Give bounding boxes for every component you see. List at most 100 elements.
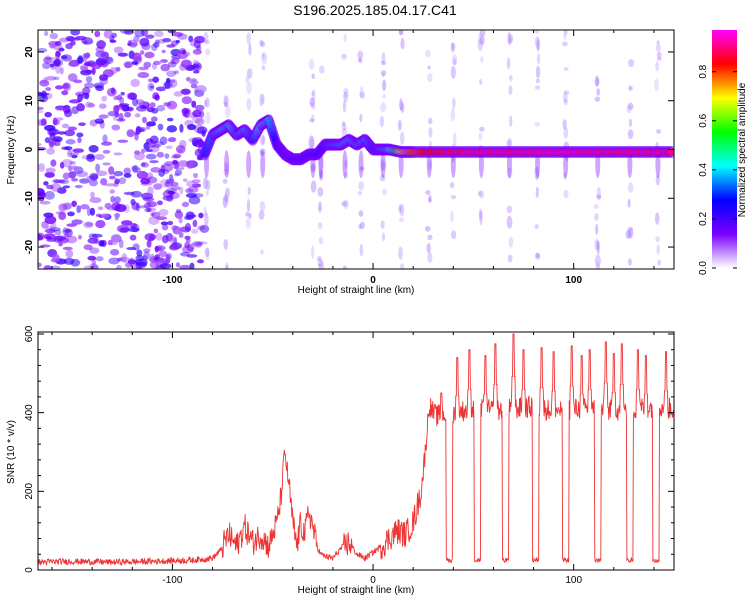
noise-blob — [192, 70, 200, 74]
streak-core — [260, 150, 266, 179]
noise-blob — [149, 135, 159, 144]
noise-blob — [168, 136, 177, 143]
streak-mark — [261, 93, 265, 105]
noise-blob — [95, 170, 108, 177]
noise-blob — [63, 229, 72, 233]
streak-mark — [259, 201, 266, 212]
noise-blob — [146, 121, 156, 127]
noise-blob — [88, 145, 99, 153]
noise-blob — [71, 165, 79, 171]
noise-blob — [145, 200, 152, 205]
streak-mark — [479, 126, 485, 132]
streak-mark — [343, 88, 349, 95]
noise-blob — [80, 66, 89, 71]
noise-blob — [124, 30, 134, 35]
noise-blob — [146, 172, 154, 180]
noise-blob — [109, 39, 117, 44]
noise-blob — [147, 144, 160, 153]
noise-blob — [49, 63, 55, 68]
streak-mark — [308, 58, 315, 71]
noise-blob — [67, 165, 73, 172]
noise-blob — [145, 34, 155, 39]
noise-blob — [160, 63, 171, 72]
streak-mark — [655, 174, 661, 186]
streak-mark — [478, 190, 485, 199]
streak-mark — [509, 115, 513, 128]
noise-blob — [43, 56, 53, 64]
streak-mark — [246, 197, 251, 212]
noise-blob — [71, 106, 80, 115]
noise-blob — [141, 148, 146, 154]
streak-mark — [453, 131, 457, 146]
noise-blob — [126, 92, 136, 100]
streak-mark — [380, 102, 387, 113]
noise-blob — [55, 65, 61, 74]
noise-blob — [112, 170, 124, 177]
noise-blob — [42, 62, 51, 70]
streak-mark — [425, 49, 431, 58]
noise-blob — [115, 264, 122, 269]
noise-blob — [86, 154, 96, 162]
noise-blob — [185, 211, 195, 220]
spectrogram-y-axis-label: Frequency (Hz) — [6, 116, 17, 185]
noise-blob — [175, 262, 181, 268]
noise-blob — [52, 117, 58, 126]
noise-blob — [153, 41, 160, 48]
noise-blob — [53, 76, 60, 81]
noise-blob — [173, 173, 180, 177]
streak-mark — [428, 159, 432, 171]
noise-blob — [103, 30, 113, 39]
streak-mark — [261, 51, 268, 65]
streak-mark — [478, 32, 482, 46]
noise-blob — [113, 152, 123, 156]
noise-blob — [123, 60, 134, 68]
noise-blob — [53, 179, 66, 184]
streak-mark — [535, 252, 540, 258]
streak-mark — [563, 126, 569, 139]
streak-mark — [627, 129, 634, 140]
streak-mark — [259, 39, 264, 46]
noise-blob — [108, 257, 120, 265]
streak-mark — [398, 246, 403, 260]
streak-mark — [596, 187, 602, 201]
noise-blob — [45, 75, 56, 81]
noise-blob — [122, 105, 130, 112]
noise-blob — [184, 235, 191, 240]
noise-blob — [64, 109, 73, 118]
streak-mark — [534, 121, 541, 127]
noise-blob — [169, 78, 178, 88]
noise-blob — [85, 101, 93, 108]
noise-blob — [68, 152, 80, 156]
noise-blob — [172, 159, 179, 165]
streak-mark — [427, 234, 433, 241]
noise-blob — [112, 112, 118, 121]
streak-mark — [246, 97, 252, 111]
noise-blob — [83, 62, 92, 67]
streak-mark — [382, 188, 387, 196]
noise-blob — [153, 228, 159, 234]
noise-blob — [159, 179, 170, 188]
noise-blob — [44, 137, 51, 144]
streak-mark — [258, 210, 265, 220]
noise-blob — [68, 61, 80, 67]
noise-blob — [158, 208, 169, 216]
noise-blob — [76, 132, 84, 138]
noise-blob — [166, 79, 176, 83]
noise-blob — [97, 206, 104, 211]
noise-blob — [55, 117, 64, 121]
noise-blob — [152, 60, 161, 66]
streak-mark — [450, 65, 456, 79]
streak-mark — [317, 257, 323, 267]
streak-mark — [478, 132, 483, 140]
streak-mark — [596, 261, 600, 269]
spectrogram-marks — [38, 30, 674, 269]
noise-blob — [179, 186, 184, 195]
noise-blob — [64, 232, 70, 238]
noise-blob — [128, 227, 140, 233]
noise-blob — [62, 246, 73, 251]
streak-mark — [309, 118, 315, 123]
snr-background — [38, 332, 674, 570]
streak-mark — [563, 67, 569, 72]
noise-blob — [190, 83, 198, 89]
noise-blob — [53, 44, 64, 51]
